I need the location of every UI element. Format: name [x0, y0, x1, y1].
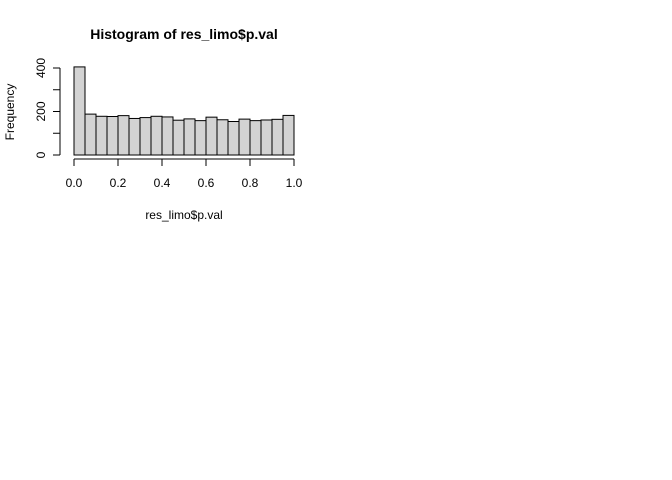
y-tick-label: 400: [34, 58, 48, 78]
histogram-bar: [249, 120, 262, 156]
x-tick-label: 0.6: [198, 176, 215, 190]
histogram-bar: [117, 115, 130, 156]
x-tick-label: 1.0: [286, 176, 303, 190]
y-axis-label: Frequency: [3, 84, 17, 141]
histogram-bar: [205, 116, 218, 156]
histogram-bar: [216, 119, 229, 156]
histogram-bar: [150, 115, 163, 156]
histogram-bar: [161, 116, 174, 156]
histogram-bar: [106, 116, 119, 156]
chart-title: Histogram of res_limo$p.val: [90, 26, 278, 42]
histogram-bar: [128, 117, 141, 156]
histogram-bar: [172, 119, 185, 156]
histogram-bar: [95, 115, 108, 156]
x-tick-label: 0.2: [110, 176, 127, 190]
histogram-bar: [194, 120, 207, 156]
histogram-bar: [260, 119, 273, 156]
histogram-bar: [183, 118, 196, 156]
histogram-bar: [238, 118, 251, 156]
histogram-bar: [227, 121, 240, 156]
bars-group: [73, 66, 295, 156]
x-tick-label: 0.0: [66, 176, 83, 190]
x-axis: 0.0 0.2 0.4 0.6 0.8 1.0: [66, 158, 303, 190]
y-axis: 0 200 400: [34, 58, 61, 158]
histogram-bar: [73, 66, 86, 156]
x-tick-label: 0.4: [154, 176, 171, 190]
y-tick-label: 200: [34, 101, 48, 121]
y-tick-label: 0: [34, 151, 48, 158]
histogram-bar: [139, 117, 152, 156]
x-axis-label: res_limo$p.val: [145, 208, 222, 222]
histogram-bar: [84, 113, 97, 156]
histogram-bar: [271, 118, 284, 156]
x-tick-label: 0.8: [242, 176, 259, 190]
histogram-bar: [282, 114, 295, 156]
